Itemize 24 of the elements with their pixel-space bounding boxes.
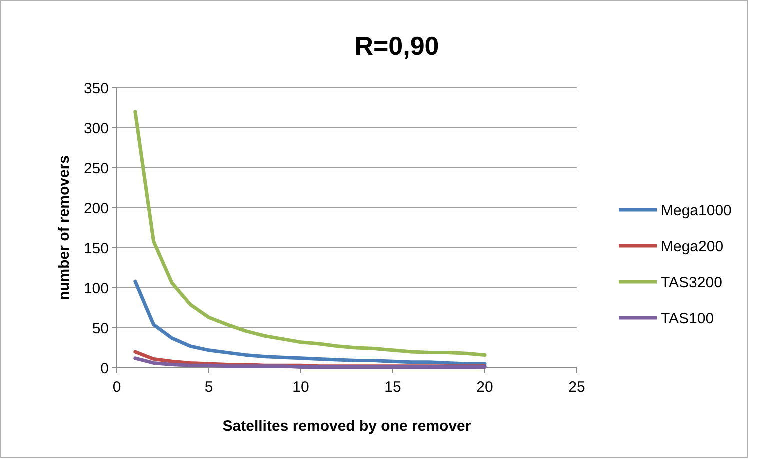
line-series (134, 110, 487, 357)
x-tick-label: 0 (112, 379, 122, 396)
x-tick-label: 15 (384, 379, 402, 396)
y-tick-label: 350 (84, 80, 109, 98)
legend-label: Mega200 (661, 238, 724, 256)
line-series (134, 356, 487, 369)
x-axis-title: Satellites removed by one remover (222, 418, 472, 435)
legend-label: Mega1000 (661, 202, 732, 220)
x-tick-label: 5 (204, 379, 214, 396)
y-tick-label: 50 (92, 320, 109, 338)
y-tick-label: 300 (84, 120, 109, 138)
chart-title: R=0,90 (354, 31, 440, 61)
x-tick-label: 20 (476, 379, 494, 396)
x-tick-label: 25 (568, 379, 586, 396)
line-series (134, 280, 487, 366)
y-tick-label: 100 (84, 280, 109, 298)
legend-label: TAS3200 (661, 274, 722, 292)
y-tick-label: 150 (84, 240, 109, 258)
legend-label: TAS100 (661, 310, 714, 328)
y-tick-label: 250 (84, 160, 109, 178)
y-tick-label: 200 (84, 200, 109, 218)
x-tick-label: 10 (292, 379, 310, 396)
y-axis-title: number of removers (56, 155, 73, 301)
y-tick-label: 0 (100, 360, 109, 378)
